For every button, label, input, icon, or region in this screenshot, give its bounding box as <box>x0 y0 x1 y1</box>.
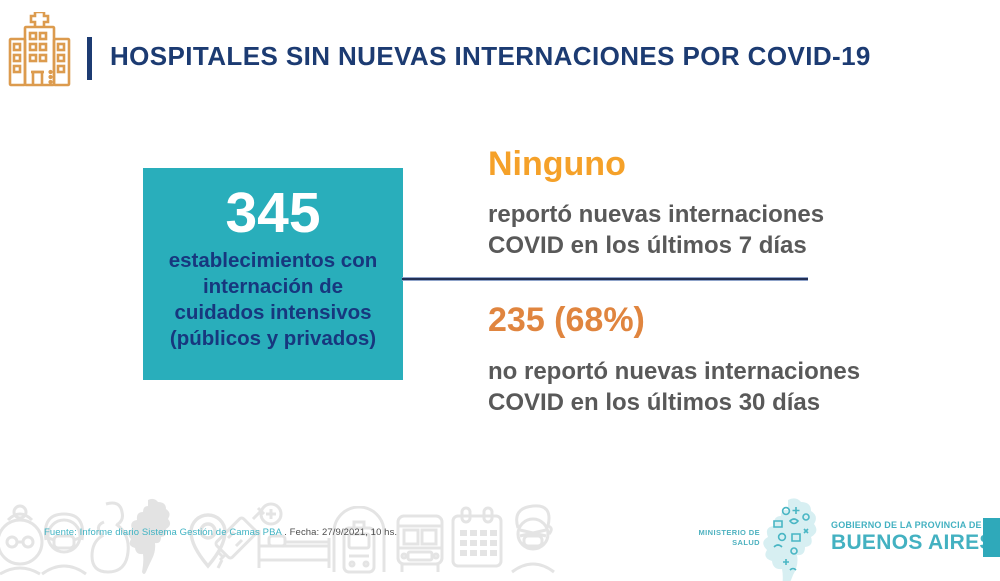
source-date: . Fecha: 27/9/2021, 10 hs. <box>281 527 398 538</box>
finding-7d-value: Ninguno <box>488 145 626 183</box>
stat-label-line-3: cuidados intensivos <box>174 301 372 324</box>
divider-line <box>402 277 808 281</box>
train-icon <box>332 506 386 574</box>
stat-label-line-4: (públicos y privados) <box>169 327 377 350</box>
background-icon-strip <box>0 496 1000 581</box>
ministry-line-2: SALUD <box>732 537 760 547</box>
woman-mask-icon <box>41 512 87 576</box>
brand-accent-square <box>983 518 1000 557</box>
grandma-face-icon <box>0 504 44 576</box>
hospital-building-icon <box>8 12 71 87</box>
stat-label-line-1: establecimientos con <box>168 249 378 272</box>
source-text: Fuente: Informe diario Sistema Gestión d… <box>44 527 282 538</box>
government-brand: GOBIERNO DE LA PROVINCIA DE BUENOS AIRES <box>831 520 994 555</box>
man-mask-icon <box>511 504 555 574</box>
stat-label: establecimientos con internación de cuid… <box>143 248 403 352</box>
finding-30d-value: 235 (68%) <box>488 301 645 339</box>
finding-7d-text: reportó nuevas internaciones COVID en lo… <box>488 199 824 261</box>
finding-7d-line-2: COVID en los últimos 7 días <box>488 232 807 259</box>
bus-icon <box>396 514 444 572</box>
finding-30d-line-1: no reportó nuevas internaciones <box>488 358 861 385</box>
title-accent-bar <box>87 37 92 80</box>
stat-value: 345 <box>225 181 321 245</box>
page-title: HOSPITALES SIN NUEVAS INTERNACIONES POR … <box>110 41 871 71</box>
stat-box: 345 establecimientos con internación de … <box>143 168 403 380</box>
ministry-line-1: MINISTERIO DE <box>698 528 760 537</box>
source-line: Fuente: Informe diario Sistema Gestión d… <box>44 527 397 538</box>
finding-30d-text: no reportó nuevas internaciones COVID en… <box>488 356 860 418</box>
finding-7d-line-1: reportó nuevas internaciones <box>488 201 825 228</box>
person-icon <box>90 501 130 574</box>
calendar-icon <box>451 506 503 568</box>
ministry-label: MINISTERIO DE SALUD <box>688 528 760 547</box>
stat-label-line-2: internación de <box>202 275 344 298</box>
province-map-icon <box>763 498 817 581</box>
location-pin-icon <box>189 513 227 569</box>
government-line-1: GOBIERNO DE LA PROVINCIA DE <box>831 520 982 530</box>
government-line-2: BUENOS AIRES <box>831 531 994 554</box>
province-map-gray-icon <box>128 498 171 574</box>
hospital-bed-icon <box>257 502 331 568</box>
finding-30d-line-2: COVID en los últimos 30 días <box>488 389 821 416</box>
